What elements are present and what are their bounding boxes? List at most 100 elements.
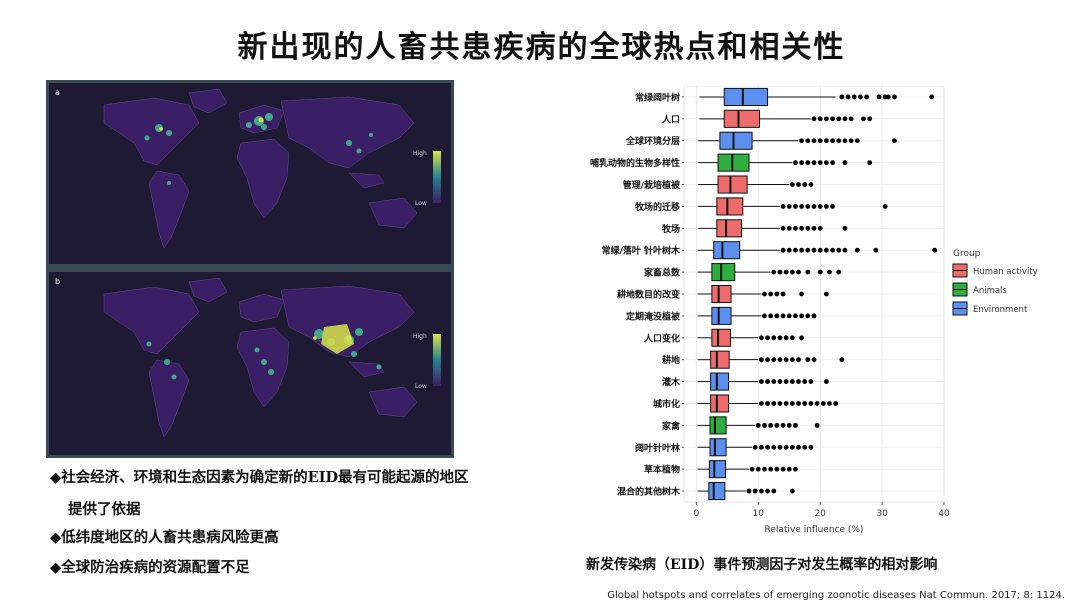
- box: [710, 394, 730, 413]
- outlier-point: [796, 444, 801, 450]
- outlier-point: [799, 335, 805, 341]
- outlier-point: [823, 116, 829, 122]
- legend-high-label: High: [413, 150, 427, 157]
- outlier-point: [836, 138, 842, 144]
- map-panel-b: b High Low: [49, 272, 451, 455]
- outlier-point: [780, 291, 786, 297]
- outlier-point: [805, 357, 811, 363]
- outlier-point: [817, 116, 823, 122]
- outlier-point: [802, 182, 808, 187]
- category-label: 耕地数目的改变: [617, 289, 680, 301]
- outlier-point: [805, 269, 811, 275]
- legend-low-label: Low: [415, 200, 427, 207]
- outlier-point: [796, 357, 801, 363]
- outlier-point: [771, 379, 777, 384]
- outlier-point: [777, 401, 783, 406]
- category-label: 灌木: [662, 376, 681, 388]
- outlier-point: [929, 94, 935, 100]
- outlier-point: [752, 488, 758, 494]
- outlier-point: [873, 247, 879, 253]
- outlier-point: [771, 335, 777, 341]
- box: [716, 219, 743, 238]
- box: [708, 482, 726, 501]
- outlier-point: [774, 313, 780, 319]
- outlier-point: [796, 182, 801, 187]
- relative-influence-chart: 常绿阔叶树 人口 全球环境分层 哺乳动物的生物多样性 管理/栽培植被 牧场的迁移 牧场 常绿/…: [586, 85, 1056, 546]
- outlier-point: [755, 422, 761, 428]
- outlier-point: [786, 225, 792, 231]
- outlier-point: [771, 269, 777, 275]
- outlier-point: [842, 160, 848, 166]
- category-label: 混合的其他树木: [617, 486, 681, 498]
- bullet-item-continuation: 提供了依据: [68, 501, 141, 518]
- outlier-point: [780, 247, 786, 253]
- outlier-point: [799, 138, 805, 144]
- outlier-point: [851, 94, 857, 100]
- map-legend-bar: [433, 151, 441, 203]
- box: [713, 241, 741, 260]
- outlier-point: [842, 225, 848, 231]
- category-label: 定期淹没植被: [625, 310, 681, 322]
- outlier-point: [768, 422, 774, 428]
- outlier-point: [830, 247, 835, 253]
- outlier-point: [827, 401, 832, 406]
- outlier-point: [817, 269, 823, 275]
- category-label: 哺乳动物的生物多样性: [590, 157, 680, 169]
- outlier-point: [783, 401, 789, 406]
- category-label: 管理/栽培植被: [623, 179, 681, 191]
- outlier-point: [796, 379, 801, 384]
- outlier-point: [861, 116, 866, 122]
- box: [709, 438, 727, 457]
- box: [717, 153, 750, 172]
- outlier-point: [777, 357, 783, 363]
- boxplot-svg: 常绿阔叶树人口全球环境分层哺乳动物的生物多样性管理/栽培植被牧场的迁移牧场常绿/…: [590, 85, 1038, 535]
- outlier-point: [758, 444, 764, 450]
- outlier-point: [755, 466, 761, 472]
- outlier-point: [830, 160, 835, 166]
- legend-entry: Environment: [973, 305, 1028, 315]
- outlier-point: [817, 247, 823, 253]
- outlier-point: [771, 401, 777, 406]
- map-panel-a: a High Low: [49, 83, 451, 264]
- outlier-point: [789, 357, 795, 363]
- outlier-point: [830, 204, 835, 209]
- category-label: 阔叶针叶林: [635, 442, 681, 454]
- outlier-point: [749, 466, 755, 472]
- outlier-point: [789, 335, 795, 341]
- box: [723, 109, 761, 128]
- outlier-point: [854, 138, 860, 144]
- outlier-point: [777, 379, 783, 384]
- outlier-point: [854, 247, 860, 253]
- outlier-point: [786, 466, 792, 472]
- panel-label: b: [55, 277, 60, 286]
- outlier-point: [774, 466, 780, 472]
- outlier-point: [799, 160, 805, 166]
- box: [717, 175, 748, 194]
- outlier-point: [858, 94, 863, 100]
- outlier-point: [817, 138, 823, 144]
- outlier-point: [780, 313, 786, 319]
- outlier-point: [786, 204, 792, 209]
- legend-title: Group: [953, 249, 981, 259]
- outlier-point: [823, 138, 829, 144]
- box: [711, 284, 732, 304]
- x-tick-label: 10: [753, 509, 765, 519]
- outlier-point: [796, 401, 801, 406]
- legend-entry: Human activity: [973, 267, 1038, 277]
- outlier-point: [808, 182, 814, 187]
- legend-entry: Animals: [973, 286, 1007, 296]
- outlier-point: [892, 138, 897, 144]
- outlier-point: [799, 291, 805, 297]
- outlier-point: [848, 116, 854, 122]
- outlier-point: [793, 313, 798, 319]
- outlier-point: [771, 488, 777, 494]
- outlier-point: [833, 401, 839, 406]
- category-label: 草本植物: [644, 464, 680, 476]
- outlier-point: [768, 466, 774, 472]
- outlier-point: [823, 160, 829, 166]
- outlier-point: [789, 401, 795, 406]
- outlier-point: [789, 269, 795, 275]
- legend-high-label: High: [413, 333, 427, 340]
- outlier-point: [867, 116, 873, 122]
- world-map-a: a High Low: [49, 83, 451, 264]
